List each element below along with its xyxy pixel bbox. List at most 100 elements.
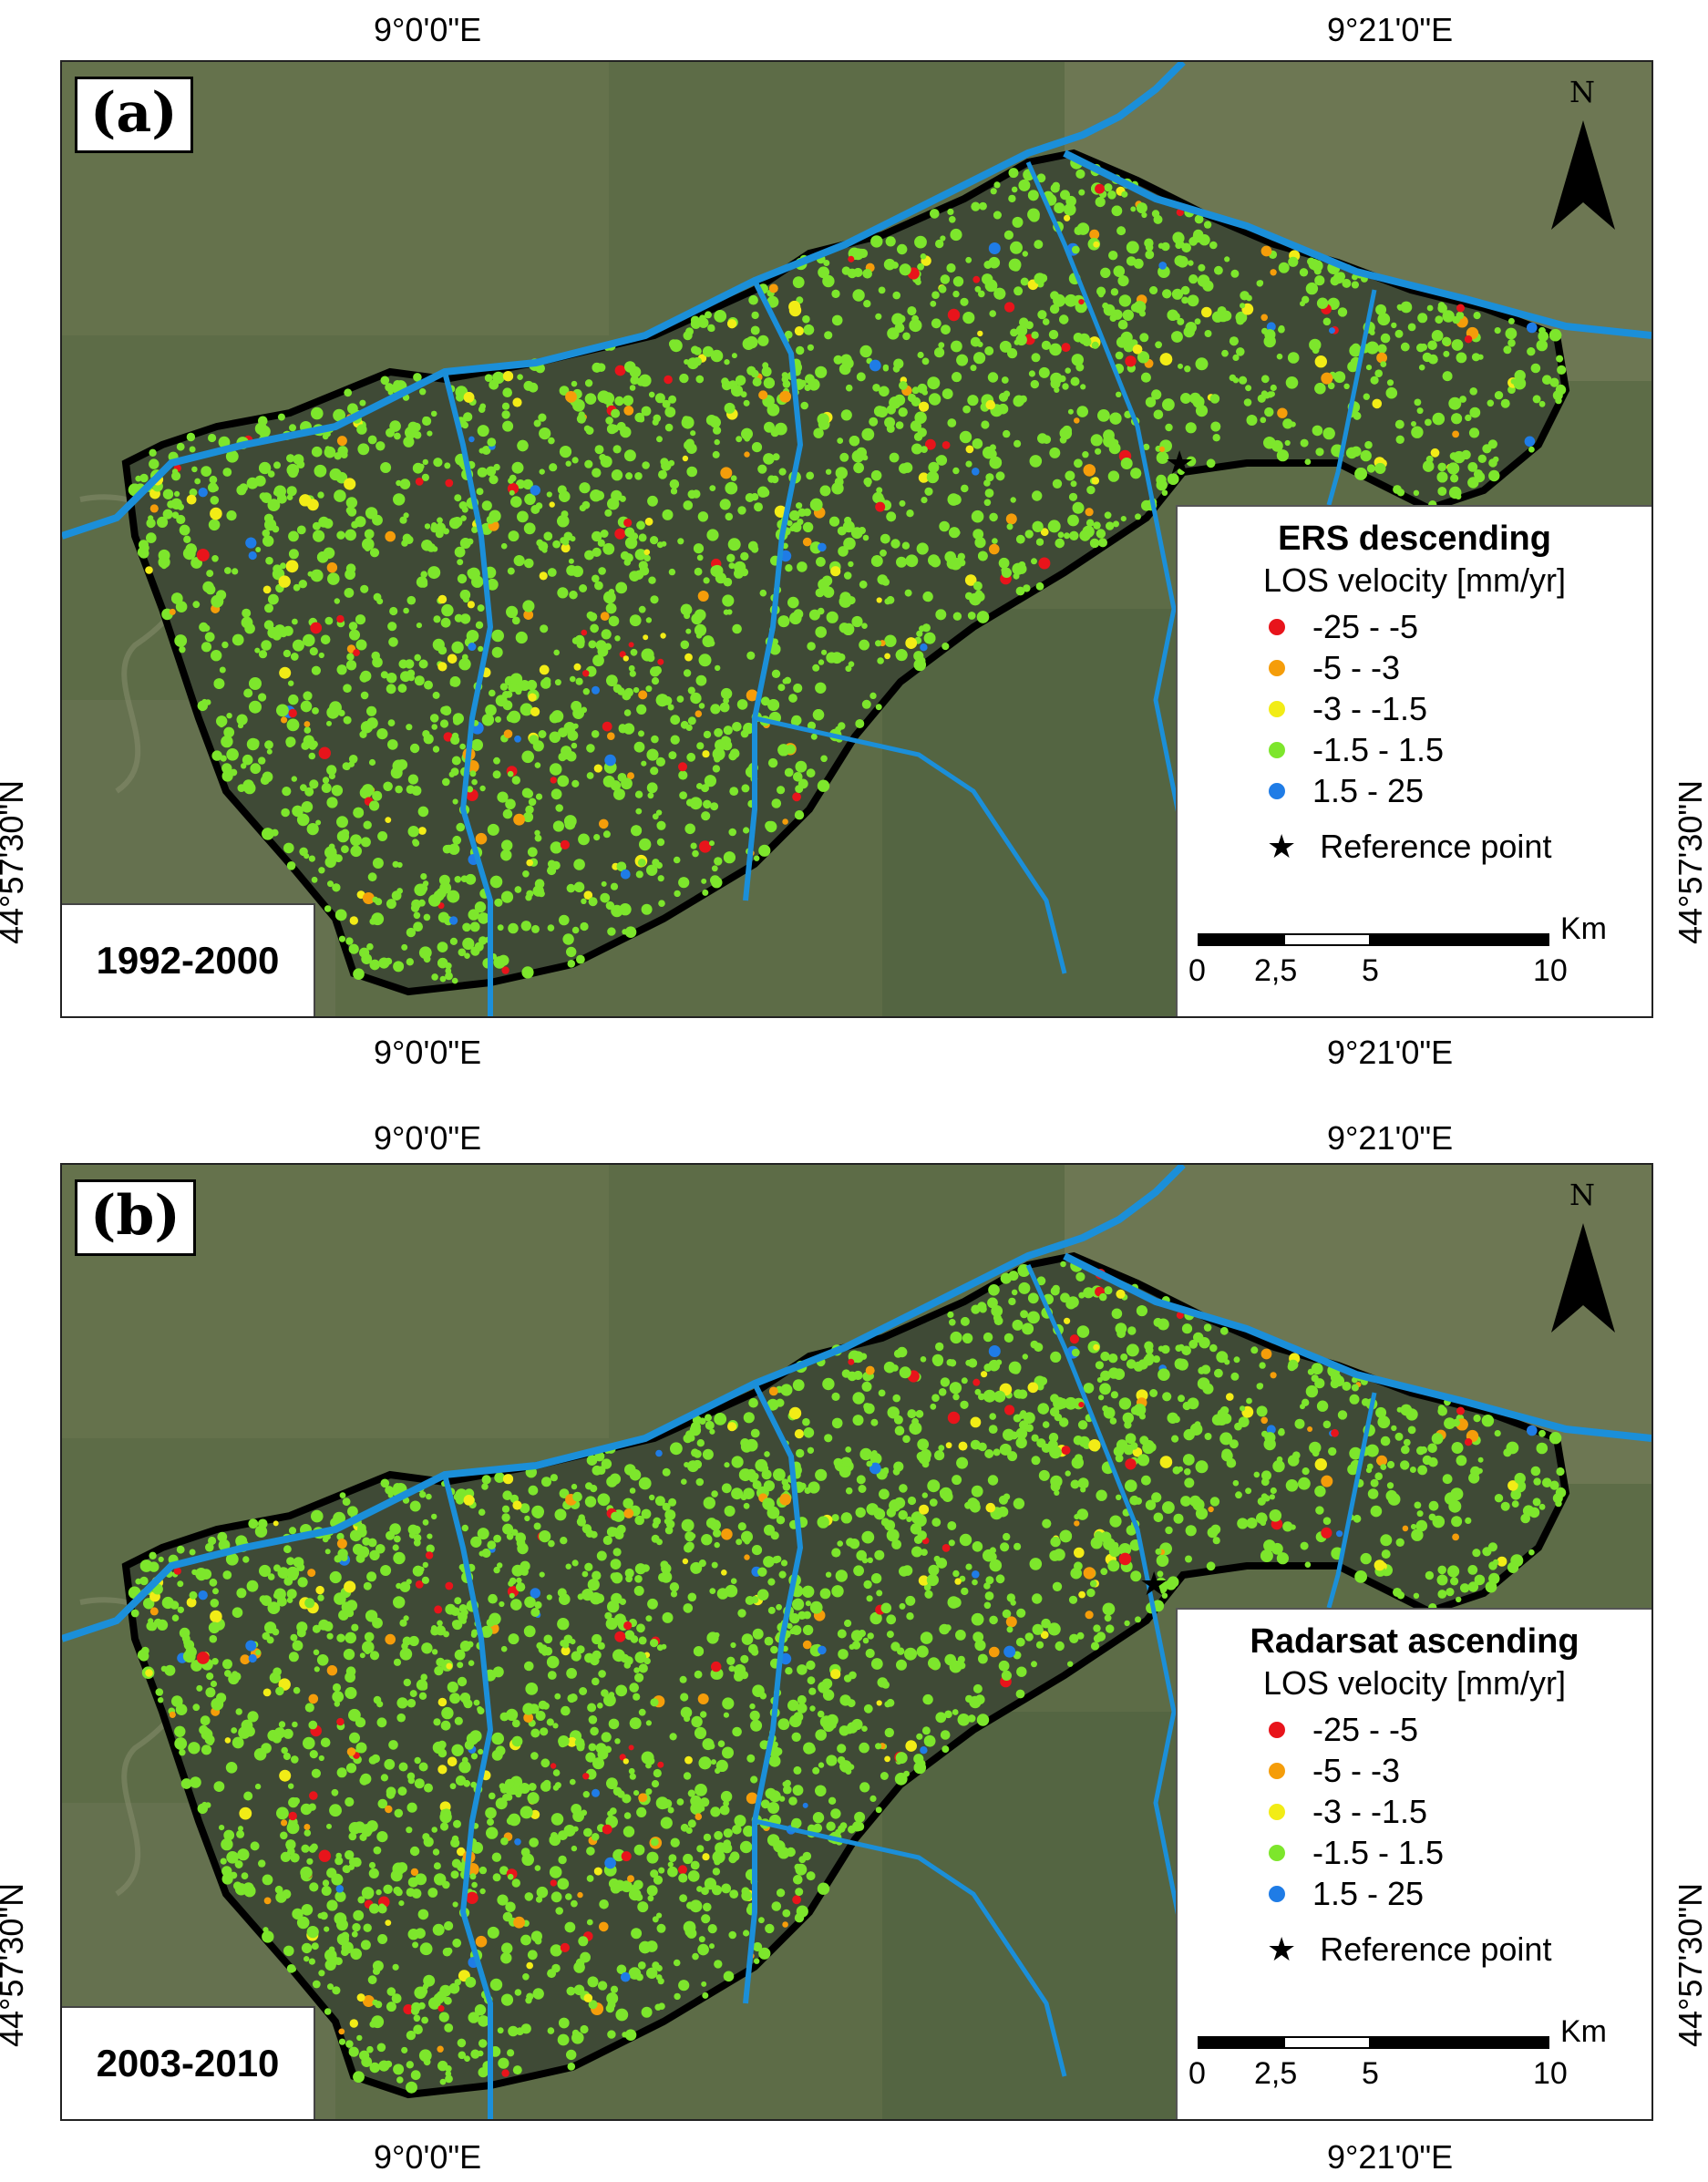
ps-point [1402,1525,1409,1532]
ps-point [643,549,651,556]
ps-point [521,750,534,764]
ps-point [418,827,427,835]
ps-point [458,658,471,671]
ps-point [414,1756,421,1765]
ps-point [989,512,998,522]
ps-point [398,1900,405,1907]
ps-point [573,1984,585,1996]
ps-point [931,318,941,329]
ps-point [1216,1351,1229,1364]
ps-point [306,823,319,836]
ps-point [647,1895,654,1902]
ps-point [972,581,983,591]
ps-point [1459,1583,1470,1593]
ps-point [1120,516,1127,522]
ps-point [988,1345,1001,1357]
ps-point [521,1853,534,1867]
ps-point [349,629,360,641]
ps-point [902,332,911,341]
ps-point [739,1840,753,1854]
ps-point [828,516,840,527]
ps-point [447,890,460,903]
ps-point [310,622,323,634]
ps-point [158,1697,164,1703]
ps-point [1069,530,1079,540]
ps-point [785,1667,793,1675]
ps-point [875,501,886,512]
ps-point [919,1504,930,1515]
ps-point [1124,1620,1130,1627]
ps-point [1425,1570,1435,1580]
ps-point [831,314,843,326]
ps-point [596,1550,607,1561]
ps-point [692,849,699,858]
ps-point [250,1841,260,1851]
ps-point [1237,1518,1249,1529]
ps-point [723,1971,735,1982]
ps-point [326,562,338,573]
ps-point [1103,304,1116,316]
ps-point [651,677,660,685]
ps-point [952,1709,959,1715]
ps-point [744,451,750,458]
ps-point [366,705,377,716]
ps-point [1266,322,1276,332]
ps-point [300,1866,313,1879]
ps-point [1337,307,1348,317]
ps-point [667,1866,678,1878]
ps-point [1511,1500,1519,1508]
ps-point [347,1506,358,1518]
ps-point [621,869,631,880]
ps-point [710,802,719,811]
ps-point [989,310,996,317]
ps-point [824,331,833,340]
ps-point [1023,584,1031,592]
ps-point [1035,538,1044,546]
ps-point [332,1683,342,1693]
ps-point [690,1533,696,1539]
ps-point [813,427,824,438]
ps-point [917,1759,926,1768]
ps-point [259,1595,268,1603]
ps-point [468,436,475,443]
ps-point [703,1833,712,1842]
ps-point [731,1456,744,1468]
ps-point [306,1926,319,1939]
ps-point [706,529,719,541]
ps-point [179,524,190,536]
ps-point [730,1578,737,1584]
ps-point [907,393,917,403]
ps-point [843,571,852,580]
ps-point [983,1601,992,1610]
ps-point [281,1819,288,1827]
ps-point [872,384,880,392]
ps-point [300,1803,313,1816]
ps-point [1082,337,1092,346]
ps-point [699,1797,710,1807]
ps-point [1365,365,1373,371]
ps-point [346,653,355,661]
ps-point [1145,250,1155,260]
ps-point [555,804,563,812]
ps-point [1481,1415,1495,1427]
ps-point [546,1594,552,1600]
ps-point [1050,1286,1060,1296]
ps-point [209,1578,218,1587]
ps-point [757,335,769,346]
ps-point [491,1732,504,1745]
ps-point [1031,1456,1041,1466]
ps-point [324,905,332,912]
ps-point [389,420,401,432]
ps-point [987,372,999,383]
ps-point [938,285,947,293]
ps-point [714,1413,727,1426]
ps-point [262,1688,272,1697]
ps-point [1376,1455,1387,1467]
ps-point [407,826,419,838]
ps-point [886,1614,897,1625]
ps-point [473,1699,480,1706]
ps-point [236,485,247,496]
ps-point [973,352,986,365]
ps-point [722,1697,735,1710]
ps-point [208,1621,221,1634]
